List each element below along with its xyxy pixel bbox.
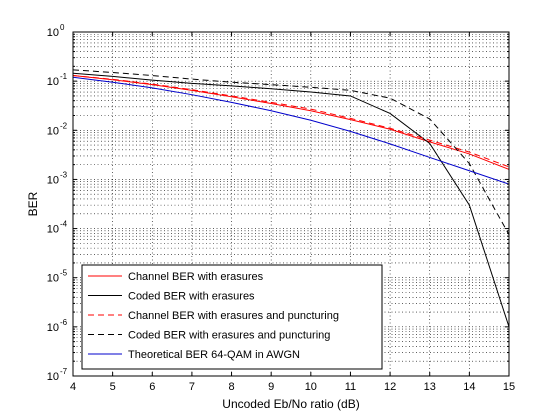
y-tick-label: 10 -7 [47, 367, 68, 383]
series-line-coded-ber-with-erasures [73, 72, 509, 328]
series-line-coded-ber-with-erasures-and-puncturing [73, 69, 509, 235]
x-tick-label: 14 [463, 381, 475, 393]
y-tick-exponent: -2 [60, 121, 68, 130]
x-tick-label: 9 [268, 381, 274, 393]
y-tick-label: 10 -6 [47, 318, 68, 334]
legend-box [81, 264, 383, 370]
series-line-theoretical-ber-64-qam-in-awgn [73, 76, 509, 185]
x-tick-label: 10 [305, 381, 317, 393]
x-axis-label: Uncoded Eb/No ratio (dB) [222, 397, 359, 411]
y-tick-base: 10 [47, 322, 59, 334]
legend-entry: Coded BER with erasures [88, 291, 255, 303]
y-tick-label: 10 0 [47, 23, 65, 39]
legend-entries: Channel BER with erasures Coded BER with … [88, 271, 339, 361]
y-tick-exponent: -6 [60, 318, 68, 327]
x-tick-label: 15 [503, 381, 515, 393]
y-tick-label: 10 -5 [47, 269, 68, 285]
x-tick-label: 6 [149, 381, 155, 393]
x-tick-label: 11 [345, 381, 356, 393]
y-tick-base: 10 [47, 76, 59, 88]
y-tick-base: 10 [47, 125, 59, 137]
y-tick-label: 10 -2 [47, 121, 68, 137]
y-tick-exponent: -4 [60, 220, 68, 229]
y-tick-exponent: -3 [60, 170, 68, 179]
legend-label: Coded BER with erasures [128, 291, 255, 303]
y-tick-label: 10 -1 [47, 72, 68, 88]
legend-entry: Channel BER with erasures and puncturing [88, 310, 339, 322]
y-tick-label: 10 -4 [47, 220, 68, 236]
y-tick-base: 10 [47, 174, 59, 186]
y-tick-exponent: -7 [60, 367, 68, 376]
y-tick-base: 10 [47, 27, 59, 39]
y-tick-exponent: -1 [60, 72, 68, 81]
x-tick-label: 5 [110, 381, 116, 393]
legend-label: Channel BER with erasures [128, 271, 264, 283]
x-tick-labels: 4 5 6 7 8 9 10 11 12 13 14 15 [70, 381, 515, 393]
y-tick-exponent: 0 [60, 23, 65, 32]
plot-frame [72, 31, 510, 377]
y-tick-base: 10 [47, 224, 59, 236]
x-tick-label: 8 [228, 381, 234, 393]
legend-entry: Channel BER with erasures [88, 271, 264, 283]
y-tick-base: 10 [47, 371, 59, 383]
legend-label: Theoretical BER 64-QAM in AWGN [128, 349, 300, 361]
y-tick-base: 10 [47, 273, 59, 285]
x-tick-label: 7 [189, 381, 195, 393]
y-tick-exponent: -5 [60, 269, 68, 278]
legend-label: Coded BER with erasures and puncturing [128, 330, 330, 342]
series-lines [73, 69, 509, 328]
legend-label: Channel BER with erasures and puncturing [128, 310, 339, 322]
legend: Channel BER with erasures Coded BER with … [81, 264, 383, 370]
legend-entry: Coded BER with erasures and puncturing [88, 330, 330, 342]
x-tick-label: 12 [384, 381, 396, 393]
legend-entry: Theoretical BER 64-QAM in AWGN [88, 349, 300, 361]
x-tick-label: 13 [424, 381, 436, 393]
y-axis-label: BER [26, 191, 40, 216]
series-line-channel-ber-with-erasures-and-puncturing [73, 75, 509, 168]
axis-ticks [72, 32, 510, 376]
x-tick-label: 4 [70, 381, 76, 393]
y-tick-label: 10 -3 [47, 170, 68, 186]
